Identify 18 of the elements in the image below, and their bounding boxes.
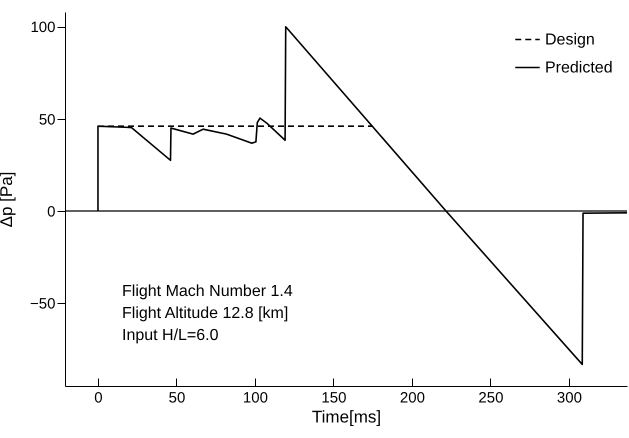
legend-label: Predicted [545,60,613,76]
annotation: Flight Altitude 12.8 [km] [122,305,288,322]
y-axis-title: Δp [Pa] [0,172,16,228]
x-tick-label: 150 [321,390,346,406]
x-tick-label: 0 [94,390,103,406]
x-tick-label: 200 [400,390,425,406]
y-tick-label: −50 [30,296,56,313]
legend-label: Design [545,32,595,48]
y-tick-label: 100 [30,19,56,36]
x-tick-label: 100 [242,390,268,406]
x-axis-title: Time[ms] [312,408,382,426]
annotation: Input H/L=6.0 [122,327,219,344]
annotation: Flight Mach Number 1.4 [122,283,293,300]
y-tick-label: 50 [38,111,56,128]
x-tick-label: 250 [478,390,504,406]
y-tick-label: 0 [47,203,56,220]
x-tick-label: 50 [168,390,186,406]
x-tick-label: 300 [556,390,582,406]
